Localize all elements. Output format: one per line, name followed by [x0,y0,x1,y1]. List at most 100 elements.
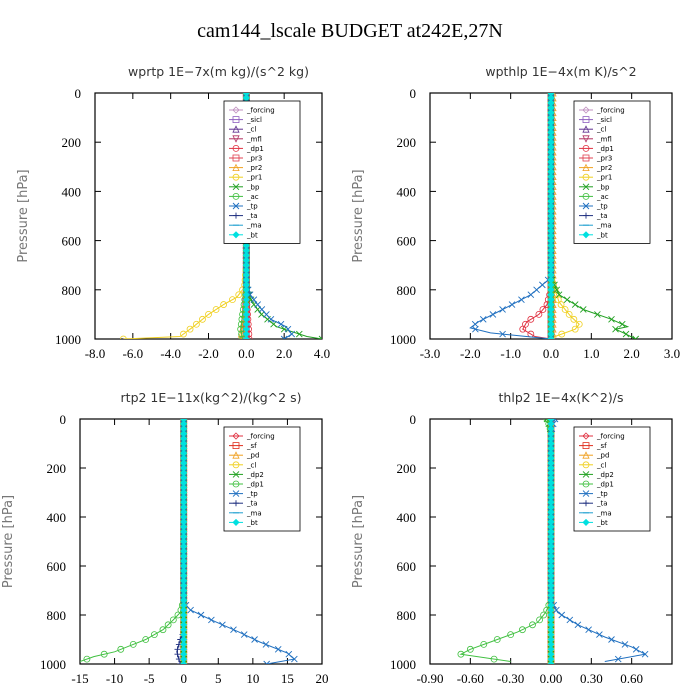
y-tick-label: 800 [47,608,67,623]
series-point [245,335,253,339]
legend-label: _pr2 [246,164,262,172]
series-point [250,296,258,303]
series-point [571,325,579,333]
series-point [180,330,187,338]
series-point [490,655,498,663]
series-point [621,641,629,648]
legend-marker [582,154,590,162]
series-point [243,93,250,97]
legend-label: _bp [596,183,610,191]
legend-label: _dp2 [596,471,614,479]
legend-label: _sicl [246,116,262,124]
series-line-tp [469,93,552,339]
legend-label: _sicl [596,116,612,124]
series-point [527,315,535,323]
legend-marker [232,154,240,162]
legend-marker [232,461,240,469]
series-point [285,650,293,658]
legend-marker [232,135,240,143]
series-point [199,315,206,323]
series-point [489,311,497,318]
series-point [472,325,479,333]
legend-marker [232,144,240,152]
legend-marker [232,106,240,114]
series-point [565,310,573,318]
series-point [254,301,262,308]
series-point [230,626,237,634]
panel-title: rtp2 1E−11x(kg^2)/(kg^2 s) [121,390,302,405]
y-axis-label: Pressure [hPa] [351,169,366,262]
x-tick-label: 2.0 [276,346,292,361]
panel-2: -3.0 -2.0 -1.0 0.0 1.0 2.0 3.0 0 200 400 600 800 100… [351,64,680,361]
x-tick-label: -0.30 [497,671,524,686]
panel-title: wprtp 1E−7x(m kg)/(s^2 kg) [128,64,309,79]
series-point [457,650,465,658]
series-point [558,330,566,338]
series-point [575,320,583,328]
series-point [295,330,303,338]
legend-label: _dp1 [246,145,264,153]
x-tick-label: -2.0 [198,346,219,361]
legend-label: _ma [596,222,612,230]
series-point [205,310,212,318]
legend-label: _pr1 [596,174,612,182]
x-tick-label: -8.0 [85,346,106,361]
series-point [533,286,540,294]
y-tick-label: 600 [397,559,417,574]
legend-label: _dp1 [596,481,614,489]
series-point [579,306,587,313]
series-point [219,621,226,629]
series-point [499,306,506,313]
series-point [536,616,543,624]
legend-marker [582,490,590,497]
y-tick-label: 200 [397,461,417,476]
series-point [220,301,228,308]
x-tick-label: 0.30 [580,671,603,686]
legend-label: _cl [596,126,606,134]
legend-label: _mfl [596,135,612,143]
legend-marker [582,125,590,133]
legend-marker [583,212,589,219]
y-tick-label: 200 [62,135,82,150]
legend-label: _ta [596,500,608,508]
series-point [557,301,565,308]
x-tick-label: -4.0 [160,346,181,361]
legend-marker [582,183,590,191]
panel-title: thlp2 1E−4x(K^2)/s [499,390,624,405]
legend-label: _tp [596,203,608,211]
panel-1: -8.0 -6.0 -4.0 -2.0 0.0 2.0 4.0 0 200 400 600 800 10… [16,64,330,361]
legend-marker [582,471,590,478]
legend-marker [232,480,240,488]
legend-label: _dp1 [246,481,264,489]
x-tick-label: 4.0 [314,346,330,361]
legend-label: _forcing [596,433,625,441]
series-point [242,335,250,339]
y-tick-label: 800 [397,283,417,298]
series-point [566,616,574,624]
y-tick-label: 1000 [40,657,66,672]
series-point [150,631,158,638]
series-point [291,655,298,663]
x-tick-label: -3.0 [420,346,441,361]
legend-label: _tp [246,203,258,211]
x-tick-label: 0.0 [238,346,254,361]
plot-frame [79,418,323,665]
y-tick-label: 400 [62,184,82,199]
legend-marker [232,518,240,526]
series-point [119,335,127,339]
y-tick-label: 200 [47,461,67,476]
series-point [270,320,277,328]
legend-box [223,426,301,532]
series-point [554,296,562,304]
legend-box [573,426,651,532]
series-point [174,651,181,658]
series-point [263,660,271,664]
legend-marker [232,116,240,123]
legend-marker [233,212,239,219]
legend-label: _ac [246,193,259,201]
legend-label: _pd [246,452,259,460]
legend-label: _forcing [596,107,625,115]
legend-label: _cl [246,126,256,134]
legend-label: _tp [596,490,608,498]
legend-label: _sf [596,442,607,450]
